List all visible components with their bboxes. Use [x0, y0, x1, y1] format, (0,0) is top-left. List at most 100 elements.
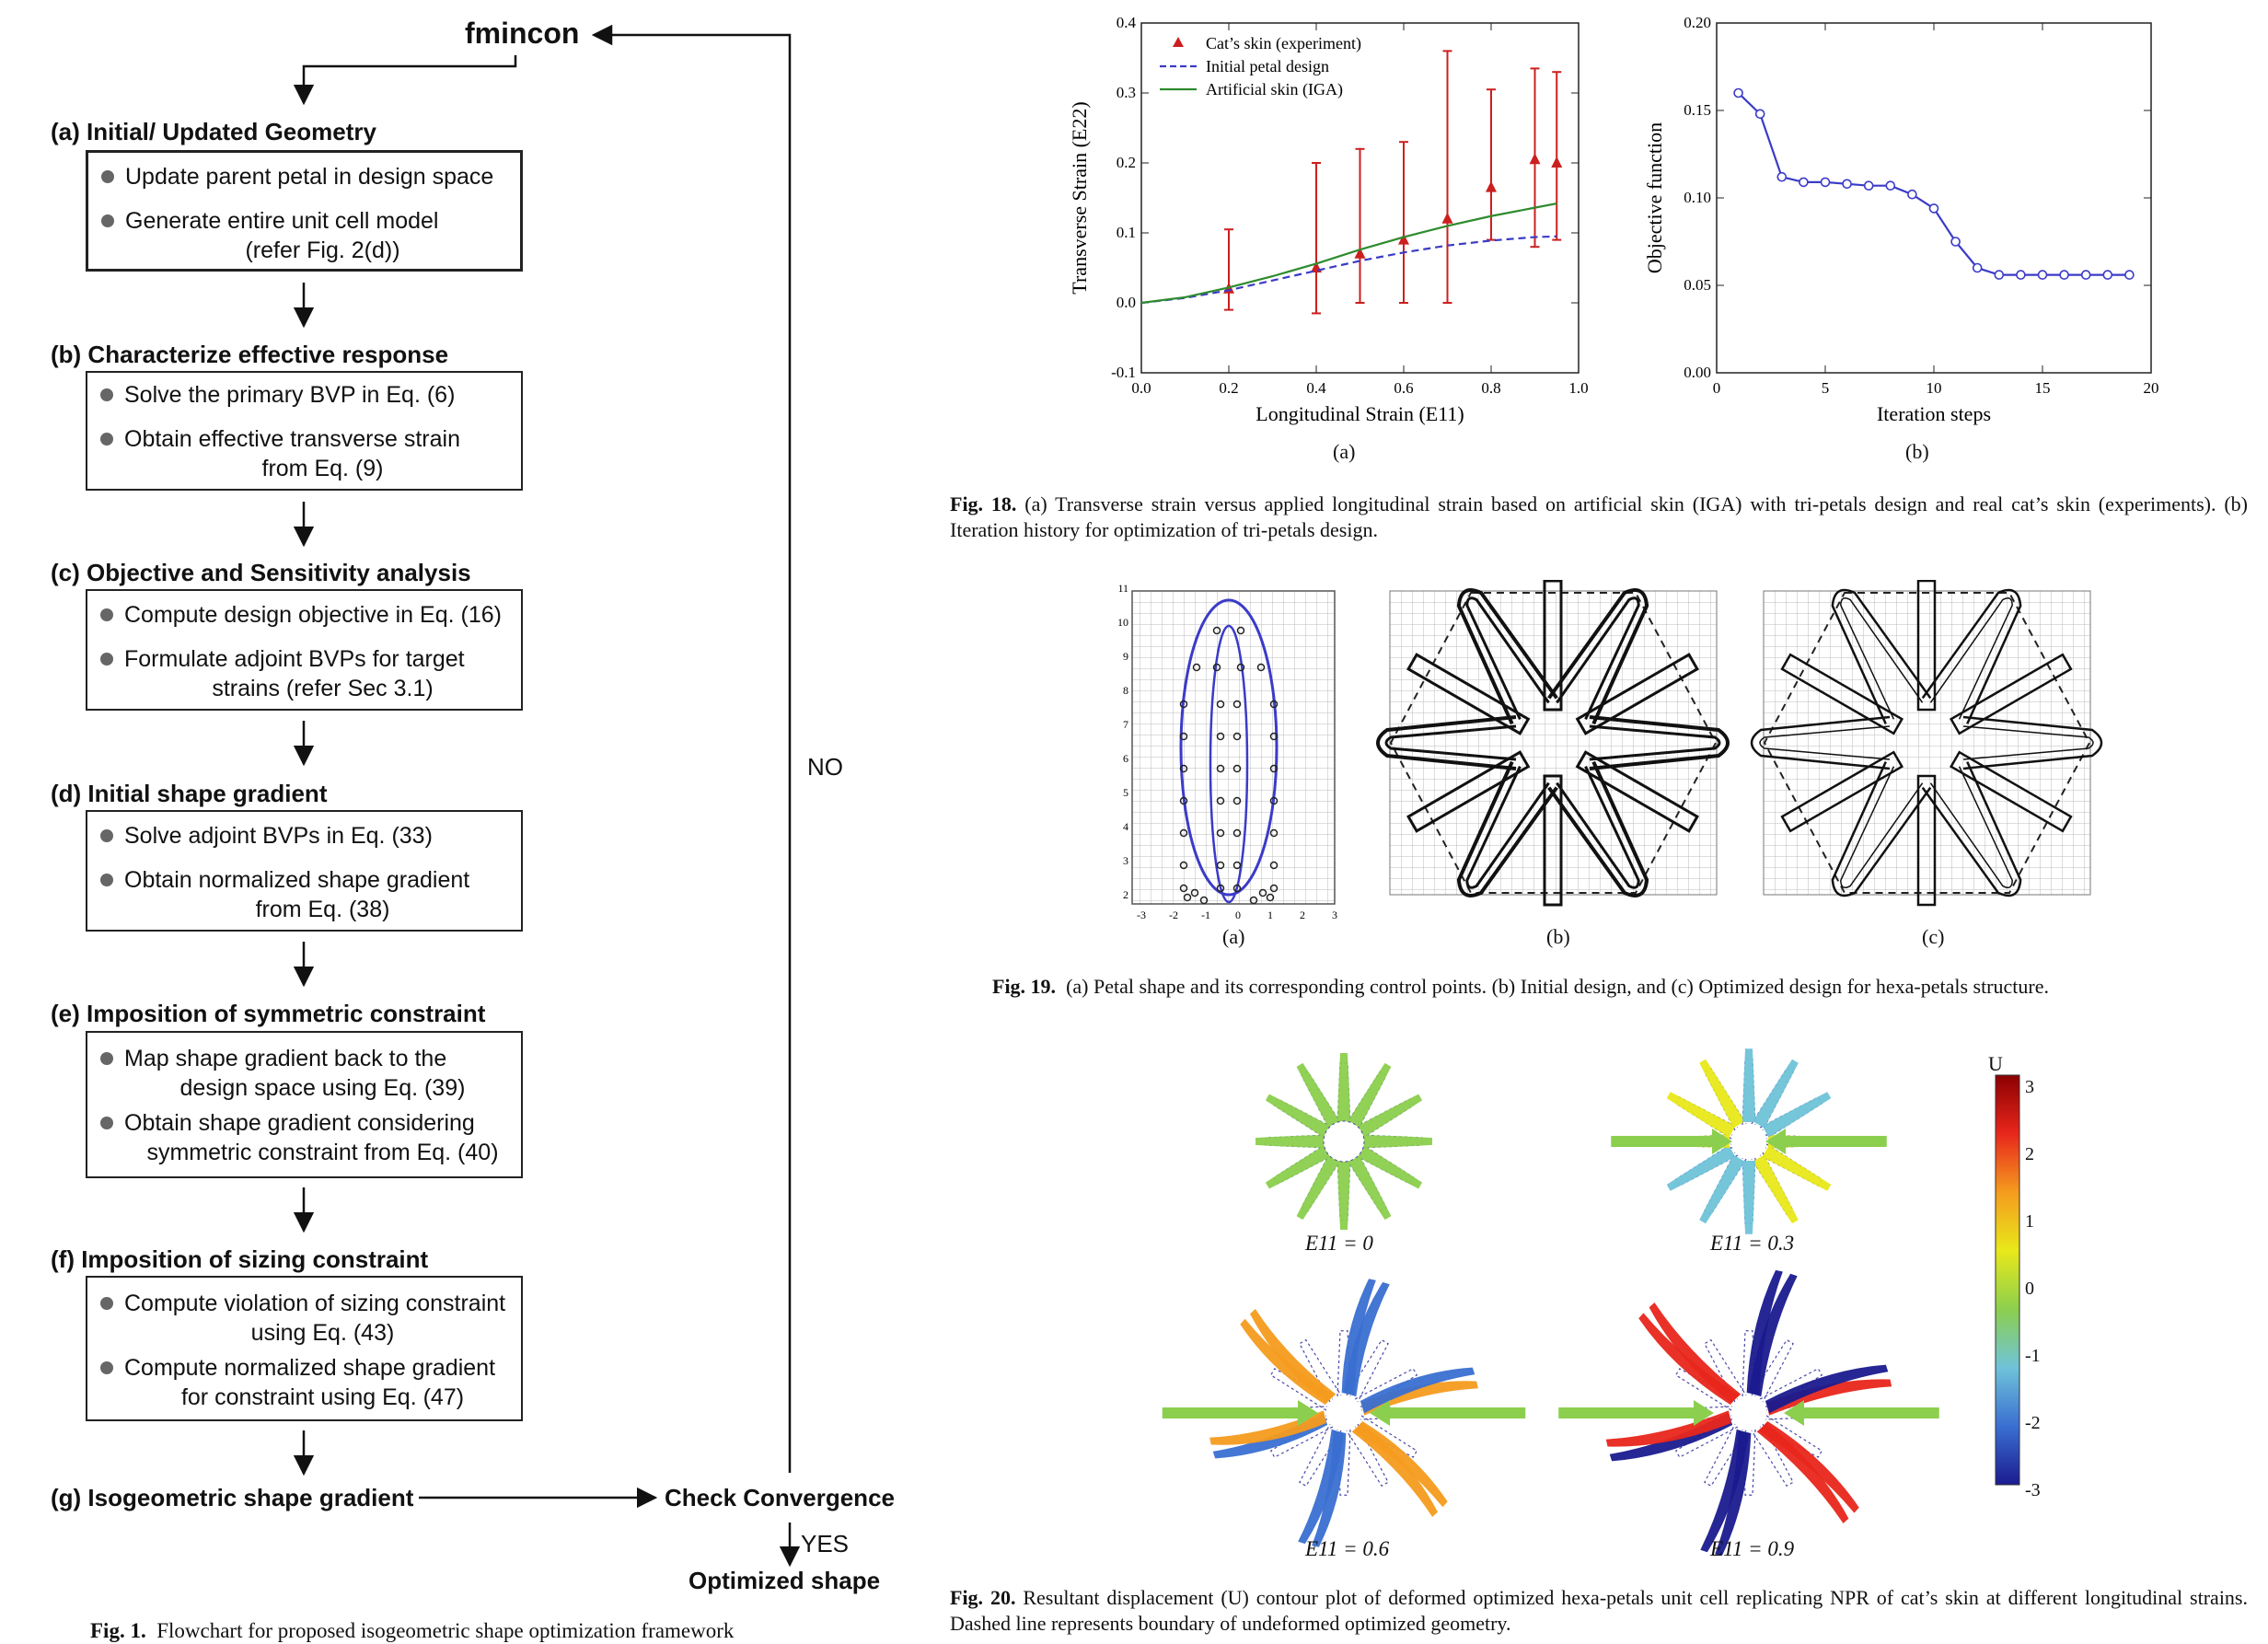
optimized-shape-label: Optimized shape [688, 1567, 881, 1594]
control-point [1269, 700, 1279, 709]
colorbar-tick-label: 3 [2025, 1077, 2034, 1097]
dashed-outline [1346, 1338, 1389, 1403]
data-point-circle [2102, 270, 2113, 280]
petal-contour [1699, 1154, 1745, 1224]
data-point-circle [1950, 237, 1961, 247]
deformed-petal [1296, 1154, 1340, 1221]
petal-contour [1357, 1145, 1423, 1189]
dashed-outline [1704, 1423, 1747, 1488]
deformed-petal [1742, 1048, 1756, 1122]
deformed-petal [1753, 1154, 1799, 1224]
petal [1456, 588, 1558, 725]
deformed-petal [1348, 1062, 1392, 1129]
petal-contour [1666, 1092, 1736, 1138]
data-point-triangle [1398, 233, 1409, 245]
load-arrowhead-left [1298, 1400, 1318, 1426]
y-axis-label: Objective function [1643, 122, 1666, 273]
arm [1949, 653, 2073, 735]
petal-inner [1465, 766, 1550, 889]
fig20-panel-e09 [1558, 1269, 1939, 1557]
petal-inner [1556, 596, 1640, 720]
deformed-petal [1348, 1154, 1392, 1221]
x-tick-label: 15 [2035, 379, 2051, 397]
control-point [1179, 796, 1188, 805]
control-point [1212, 626, 1221, 635]
y-tick-label: 0.10 [1684, 189, 1711, 206]
petal-contour [1762, 1145, 1832, 1191]
petal-outline [1589, 715, 1730, 770]
list-item: Obtain shape gradient considering symmetr… [87, 1108, 521, 1167]
y-tick-label: 5 [1123, 786, 1128, 799]
petal-outline [1831, 761, 1932, 897]
x-tick-label: -3 [1137, 909, 1146, 920]
deformed-petal [1666, 1145, 1736, 1191]
data-point-circle [2124, 270, 2135, 280]
petal-contour [1360, 1367, 1475, 1414]
dashed-outline [1704, 1338, 1747, 1403]
data-point-circle [1972, 262, 1983, 273]
load-arrowhead-right [1784, 1400, 1804, 1426]
control-point [1216, 828, 1225, 838]
fig19-sub-c: (c) [1922, 925, 1945, 948]
list-item: Update parent petal in design space [88, 162, 520, 191]
y-axis-label: Transverse Strain (E22) [1068, 101, 1091, 294]
data-point-circle [1733, 87, 1743, 98]
petal-inner [1759, 725, 1891, 760]
data-point-triangle [1551, 156, 1563, 168]
step-d-box: Solve adjoint BVPs in Eq. (33) Obtain no… [86, 810, 523, 932]
deformed-petal [1265, 1094, 1331, 1138]
control-point [1232, 884, 1242, 893]
step-e-title: (e) Imposition of symmetric constraint [51, 1000, 486, 1027]
y-tick-label: 0.1 [1117, 224, 1136, 241]
control-point [1183, 893, 1192, 902]
petal-inner [1929, 766, 2013, 888]
legend-entry: Initial petal design [1206, 57, 1329, 75]
dashed-outline [1346, 1423, 1389, 1488]
petal-inner [1840, 766, 1924, 888]
load-arrow-left [1611, 1136, 1712, 1147]
petal-inner [1384, 724, 1517, 761]
list-item: Solve the primary BVP in Eq. (6) [87, 380, 521, 410]
petal-contour [1765, 1364, 1889, 1414]
fig1-caption: Fig. 1. Flowchart for proposed isogeomet… [90, 1619, 735, 1642]
step-c-box: Compute design objective in Eq. (16) For… [86, 589, 523, 711]
control-point [1199, 896, 1209, 905]
y-tick-label: 7 [1123, 718, 1128, 731]
x-tick-label: 0.4 [1306, 379, 1326, 397]
series-line [1140, 202, 1557, 305]
undeformed-petal [1346, 1423, 1389, 1488]
undeformed-petal [1299, 1423, 1342, 1488]
data-point-circle [2080, 270, 2091, 280]
petal [1547, 588, 1649, 725]
control-point [1232, 828, 1242, 838]
y-tick-label: 0.20 [1684, 14, 1711, 31]
load-arrow-right [1390, 1407, 1526, 1418]
fig20-panel-e0 [1256, 1053, 1432, 1230]
step-g-title: (g) Isogeometric shape gradient [51, 1484, 414, 1511]
y-tick-label: 3 [1123, 854, 1128, 867]
fig19-sub-b: (b) [1546, 925, 1570, 948]
control-point [1192, 663, 1201, 672]
colorbar-tick-label: -1 [2025, 1346, 2041, 1366]
colorbar-tick-label: 0 [2025, 1279, 2034, 1299]
step-e-box: Map shape gradient back to the design spa… [86, 1031, 523, 1178]
data-point-triangle [1354, 247, 1366, 259]
fig18-sub-b: (b) [1905, 440, 1929, 463]
colorbar-tick-label: -2 [2025, 1413, 2041, 1433]
legend-marker [1173, 37, 1184, 47]
petal [1831, 588, 1932, 724]
x-tick-label: 0.2 [1219, 379, 1238, 397]
arm [1543, 774, 1563, 907]
undeformed-petal [1346, 1338, 1389, 1403]
arm-bar [1406, 653, 1531, 735]
petal-outline [1547, 588, 1649, 725]
deformed-petal [1699, 1059, 1745, 1129]
control-point [1179, 764, 1188, 773]
deformed-petal [1363, 1134, 1432, 1149]
petal-outline [1456, 588, 1558, 725]
x-tick-label: 5 [1822, 379, 1830, 397]
arm [1949, 750, 2073, 833]
arm [1916, 580, 1937, 712]
y-tick-label: 0.00 [1684, 364, 1711, 381]
petal-outline [1456, 760, 1558, 897]
